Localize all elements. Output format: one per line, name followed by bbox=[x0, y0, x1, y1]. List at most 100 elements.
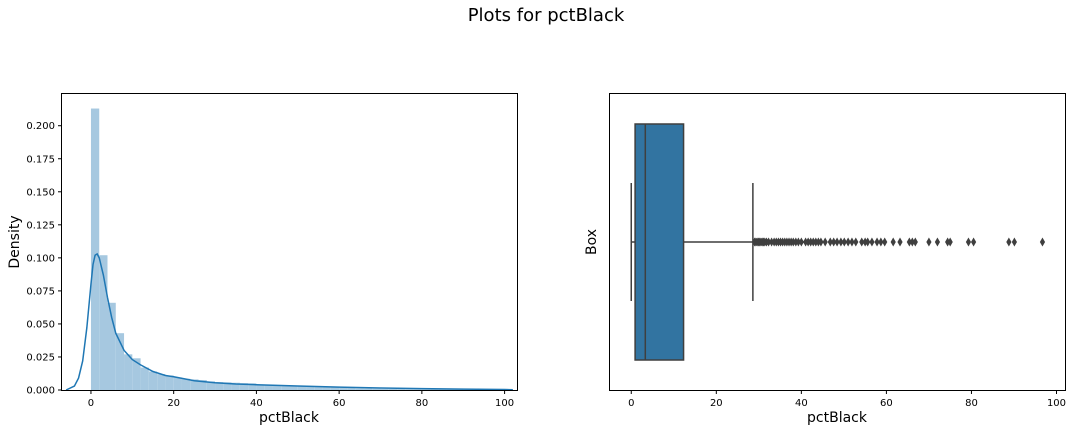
histogram-bar bbox=[355, 388, 364, 390]
outlier-point bbox=[845, 237, 851, 247]
outlier-point bbox=[1011, 237, 1017, 247]
outlier-point bbox=[822, 237, 828, 247]
histogram-bar bbox=[248, 383, 257, 390]
outlier-point bbox=[890, 237, 896, 247]
histogram-bar bbox=[405, 389, 414, 390]
y-tick-label: 0.025 bbox=[26, 352, 55, 363]
histogram-bar bbox=[239, 383, 249, 390]
x-tick-label: 0 bbox=[628, 398, 634, 409]
histogram-x-ticks: 0 20 40 60 80 100 bbox=[88, 390, 514, 409]
outlier-point bbox=[882, 237, 888, 247]
histogram-y-ticks: 0.000 0.025 0.050 0.075 0.100 0.125 0.150 0.175… bbox=[26, 121, 62, 397]
outlier-point bbox=[831, 237, 837, 247]
boxplot-x-ticks: 0 20 40 60 80 100 bbox=[628, 390, 1066, 409]
outlier-point bbox=[878, 237, 884, 247]
histogram-bar bbox=[206, 381, 216, 390]
outlier-point bbox=[906, 237, 912, 247]
histogram-bar bbox=[363, 388, 373, 390]
y-tick-label: 0.075 bbox=[26, 286, 55, 297]
outlier-point bbox=[1006, 237, 1012, 247]
histogram-bar bbox=[99, 255, 108, 390]
histogram-bar bbox=[223, 382, 232, 390]
histogram-bar bbox=[347, 388, 356, 390]
figure-suptitle: Plots for pctBlack bbox=[468, 5, 625, 26]
outlier-point bbox=[841, 237, 847, 247]
histogram-bar bbox=[107, 302, 116, 390]
y-tick-label: 0.100 bbox=[26, 253, 55, 264]
histogram-bar bbox=[330, 387, 340, 390]
histogram-bar bbox=[140, 367, 149, 390]
x-tick-label: 20 bbox=[710, 398, 723, 409]
y-tick-label: 0.150 bbox=[26, 187, 55, 198]
histogram-bar bbox=[165, 375, 174, 390]
outlier-point bbox=[766, 237, 772, 247]
histogram-bar bbox=[115, 333, 125, 390]
histogram-bar bbox=[173, 377, 182, 390]
histogram-bar bbox=[430, 389, 439, 390]
histogram-bar bbox=[297, 386, 307, 390]
outlier-point bbox=[947, 237, 953, 247]
histogram-bar bbox=[148, 371, 158, 390]
histogram-bar bbox=[372, 388, 381, 390]
histogram-bar bbox=[157, 374, 166, 390]
histogram-bar bbox=[289, 386, 298, 390]
boxplot-fliers bbox=[751, 237, 1046, 247]
outlier-point bbox=[827, 237, 833, 247]
histogram-bar bbox=[397, 389, 406, 390]
histogram-bar bbox=[124, 354, 133, 390]
histogram-bar bbox=[281, 385, 290, 390]
x-tick-label: 60 bbox=[333, 398, 346, 409]
outlier-point bbox=[965, 237, 972, 247]
x-tick-label: 100 bbox=[495, 398, 514, 409]
outlier-point bbox=[874, 237, 880, 247]
y-tick-label: 0.175 bbox=[26, 154, 55, 165]
outlier-point bbox=[838, 237, 844, 247]
boxplot-panel: 0 20 40 60 80 100 pctBlack Box bbox=[584, 93, 1066, 426]
outlier-point bbox=[798, 237, 804, 247]
histogram-bar bbox=[306, 386, 315, 390]
histogram-bar bbox=[190, 379, 199, 390]
histogram-bar bbox=[198, 380, 207, 390]
histogram-bar bbox=[438, 389, 447, 390]
histogram-bar bbox=[413, 389, 422, 390]
boxplot-elements bbox=[630, 123, 754, 361]
histogram-bar bbox=[256, 384, 265, 390]
y-tick-label: 0.050 bbox=[26, 319, 55, 330]
outlier-point bbox=[849, 237, 855, 247]
boxplot-y-axis-label: Box bbox=[584, 229, 600, 255]
outlier-point bbox=[834, 237, 840, 247]
histogram-bar bbox=[446, 389, 455, 390]
x-tick-label: 100 bbox=[1047, 398, 1066, 409]
boxplot-x-axis-label: pctBlack bbox=[807, 410, 868, 426]
outlier-point bbox=[909, 237, 915, 247]
outlier-point bbox=[970, 237, 977, 247]
histogram-bar bbox=[181, 378, 191, 390]
outlier-point bbox=[934, 237, 941, 247]
x-tick-label: 0 bbox=[88, 398, 94, 409]
x-tick-label: 80 bbox=[965, 398, 978, 409]
histogram-bar bbox=[264, 384, 273, 390]
histogram-bar bbox=[380, 388, 389, 390]
y-tick-label: 0.200 bbox=[26, 121, 55, 132]
histogram-y-axis-label: Density bbox=[7, 215, 23, 268]
outlier-point bbox=[818, 237, 824, 247]
histogram-panel: 0 20 40 60 80 100 0.0000.0250.0500.0750.1000.… bbox=[7, 93, 518, 426]
histogram-axes-frame bbox=[61, 93, 518, 391]
x-tick-label: 80 bbox=[415, 398, 428, 409]
outlier-point bbox=[865, 237, 871, 247]
outlier-point bbox=[859, 237, 865, 247]
outlier-point bbox=[869, 237, 875, 247]
outlier-point bbox=[926, 237, 932, 247]
histogram-bar bbox=[339, 387, 348, 390]
y-tick-label: 0.000 bbox=[26, 386, 55, 397]
histogram-x-axis-label: pctBlack bbox=[259, 410, 320, 426]
histogram-bar bbox=[421, 389, 431, 390]
x-tick-label: 60 bbox=[880, 398, 893, 409]
histogram-bar bbox=[272, 385, 282, 390]
histogram-bar bbox=[314, 386, 323, 390]
histogram-bar bbox=[231, 382, 240, 390]
kde-curve bbox=[65, 252, 513, 391]
x-tick-label: 40 bbox=[250, 398, 263, 409]
histogram-bar bbox=[322, 387, 331, 390]
outlier-point bbox=[853, 237, 859, 247]
